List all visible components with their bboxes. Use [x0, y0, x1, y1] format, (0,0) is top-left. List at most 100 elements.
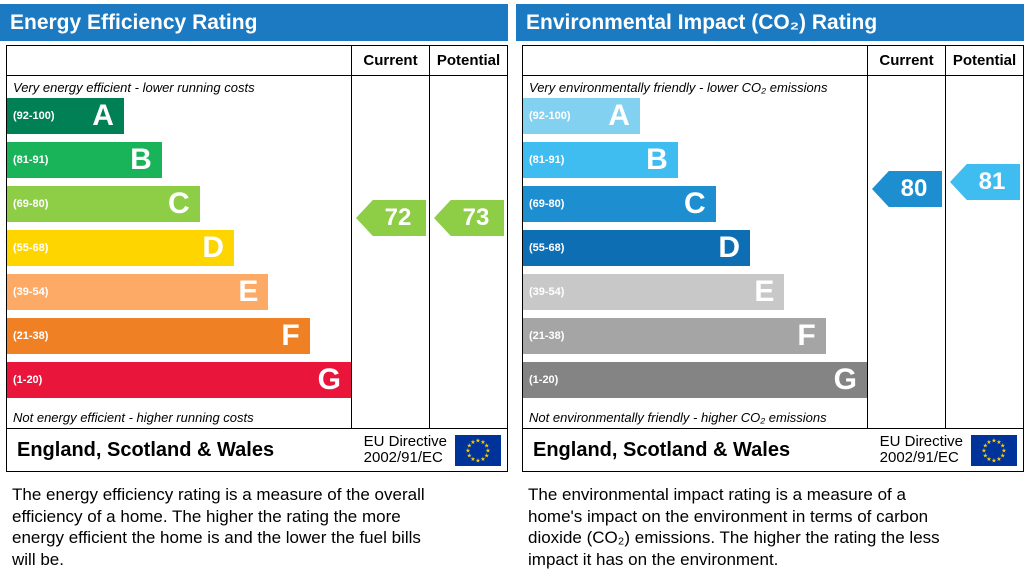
svg-text:★: ★ — [1000, 442, 1005, 449]
band-row: (21-38) F — [523, 318, 867, 362]
header-spacer — [7, 46, 351, 76]
band-row: (92-100) A — [523, 98, 867, 142]
band-row: (81-91) B — [523, 142, 867, 186]
band-range-label: (55-68) — [13, 242, 49, 254]
svg-text:★: ★ — [485, 447, 490, 454]
svg-text:★: ★ — [1000, 452, 1005, 459]
svg-text:★: ★ — [996, 456, 1001, 463]
band-row: (92-100) A — [7, 98, 351, 142]
band-range-label: (39-54) — [529, 286, 565, 298]
band-letter: F — [281, 319, 300, 352]
band-bar: (1-20) G — [523, 362, 867, 398]
eu-flag-icon: ★ ★★ ★★★ ★★★ ★★★ — [455, 434, 501, 466]
band-letter: A — [92, 99, 114, 132]
band-letter: E — [754, 275, 775, 308]
svg-text:★: ★ — [981, 447, 986, 454]
band-letter: D — [202, 231, 225, 264]
band-bar: (69-80) C — [7, 186, 200, 222]
energy-efficiency-chart: Current Potential Very energy efficient … — [6, 45, 508, 472]
svg-text:★: ★ — [1001, 447, 1006, 454]
band-bar: (81-91) B — [7, 142, 162, 178]
band-letter: B — [646, 143, 668, 176]
band-bar: (55-68) D — [7, 230, 235, 266]
current-value-column: 80 — [867, 76, 945, 428]
band-letter: G — [833, 363, 857, 396]
svg-text:★: ★ — [986, 438, 991, 445]
eu-directive-label: EU Directive 2002/91/EC — [879, 433, 963, 466]
region-label: England, Scotland & Wales — [17, 438, 275, 461]
band-bar: (81-91) B — [523, 142, 678, 178]
band-bar: (92-100) A — [7, 98, 124, 134]
potential-rating-arrow: 73 — [434, 200, 504, 236]
band-letter: F — [797, 319, 816, 352]
environmental-impact-panel: Environmental Impact (CO₂) Rating Curren… — [516, 4, 1024, 570]
energy-efficiency-panel: Energy Efficiency Rating Current Potenti… — [0, 4, 508, 570]
svg-text:★: ★ — [475, 457, 480, 464]
current-rating-value: 72 — [384, 204, 412, 231]
band-range-label: (69-80) — [529, 198, 565, 210]
band-bar: (69-80) C — [523, 186, 716, 222]
potential-column-header: Potential — [429, 46, 507, 76]
band-bar: (21-38) F — [523, 318, 826, 354]
eu-directive-label: EU Directive 2002/91/EC — [363, 433, 447, 466]
svg-text:★: ★ — [983, 442, 988, 449]
svg-text:★: ★ — [991, 457, 996, 464]
band-range-label: (21-38) — [13, 330, 49, 342]
svg-text:★: ★ — [484, 452, 489, 459]
band-bar: (1-20) G — [7, 362, 351, 398]
potential-value-column: 73 — [429, 76, 507, 428]
band-row: (55-68) D — [523, 230, 867, 274]
current-rating-arrow: 72 — [356, 200, 426, 236]
band-range-label: (81-91) — [13, 154, 49, 166]
band-row: (69-80) C — [7, 186, 351, 230]
potential-rating-value: 81 — [978, 168, 1006, 195]
band-row: (21-38) F — [7, 318, 351, 362]
top-note: Very energy efficient - lower running co… — [13, 79, 255, 95]
band-range-label: (55-68) — [529, 242, 565, 254]
chart-footer: England, Scotland & Wales EU Directive 2… — [7, 428, 507, 471]
eu-flag-icon: ★ ★★ ★★★ ★★★ ★★★ — [971, 434, 1017, 466]
svg-text:★: ★ — [470, 456, 475, 463]
band-row: (39-54) E — [523, 274, 867, 318]
band-row: (39-54) E — [7, 274, 351, 318]
current-value-column: 72 — [351, 76, 429, 428]
svg-text:★: ★ — [470, 438, 475, 445]
svg-text:★: ★ — [996, 438, 1001, 445]
band-letter: B — [130, 143, 152, 176]
epc-ratings-page: Energy Efficiency Rating Current Potenti… — [0, 4, 1024, 570]
band-row: (69-80) C — [523, 186, 867, 230]
svg-text:★: ★ — [480, 456, 485, 463]
band-range-label: (92-100) — [13, 110, 55, 122]
potential-rating-value: 73 — [462, 204, 490, 231]
band-range-label: (92-100) — [529, 110, 571, 122]
svg-text:★: ★ — [484, 442, 489, 449]
band-letter: D — [718, 231, 741, 264]
region-label: England, Scotland & Wales — [533, 438, 791, 461]
potential-rating-arrow: 81 — [950, 164, 1020, 200]
potential-column-header: Potential — [945, 46, 1023, 76]
chart-footer: England, Scotland & Wales EU Directive 2… — [523, 428, 1023, 471]
band-row: (81-91) B — [7, 142, 351, 186]
potential-value-column: 81 — [945, 76, 1023, 428]
panel-title: Environmental Impact (CO₂) Rating — [516, 4, 1024, 41]
band-range-label: (1-20) — [529, 374, 559, 386]
bottom-note: Not environmentally friendly - higher CO… — [529, 409, 827, 425]
band-bar: (55-68) D — [523, 230, 751, 266]
environmental-impact-chart: Current Potential Very environmentally f… — [522, 45, 1024, 472]
band-bar: (39-54) E — [523, 274, 785, 310]
band-range-label: (1-20) — [13, 374, 43, 386]
current-rating-value: 80 — [900, 175, 928, 202]
band-bar: (92-100) A — [523, 98, 640, 134]
band-bar: (39-54) E — [7, 274, 269, 310]
current-column-header: Current — [867, 46, 945, 76]
current-rating-arrow: 80 — [872, 171, 942, 207]
current-column-header: Current — [351, 46, 429, 76]
band-letter: C — [167, 187, 190, 220]
band-letter: A — [608, 99, 630, 132]
header-spacer — [523, 46, 867, 76]
band-bar: (21-38) F — [7, 318, 310, 354]
svg-text:★: ★ — [480, 438, 485, 445]
energy-efficiency-description: The energy efficiency rating is a measur… — [12, 485, 425, 569]
environmental-impact-description: The environmental impact rating is a mea… — [528, 485, 940, 569]
band-range-label: (81-91) — [529, 154, 565, 166]
